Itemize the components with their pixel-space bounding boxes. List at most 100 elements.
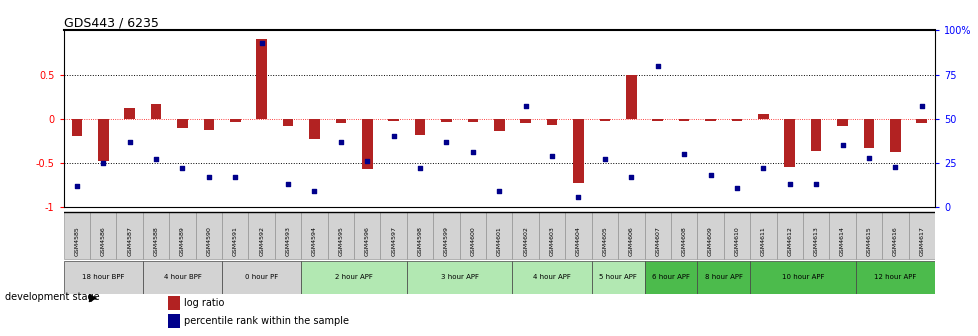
Bar — [696, 212, 723, 259]
Bar — [591, 212, 617, 259]
Text: 3 hour APF: 3 hour APF — [440, 275, 478, 281]
Bar — [467, 119, 477, 122]
Point — [781, 181, 797, 187]
Bar — [143, 261, 222, 294]
Bar — [915, 119, 926, 123]
Bar — [908, 212, 934, 259]
Bar — [836, 119, 847, 126]
Text: GSM4596: GSM4596 — [365, 226, 370, 256]
Point — [491, 189, 507, 194]
Bar — [256, 39, 267, 119]
Bar — [335, 119, 346, 123]
Text: GSM4585: GSM4585 — [74, 226, 79, 256]
Point — [623, 174, 639, 180]
Bar — [855, 212, 881, 259]
Bar — [599, 119, 609, 121]
Bar — [143, 212, 169, 259]
Bar — [64, 212, 90, 259]
Text: 8 hour APF: 8 hour APF — [704, 275, 742, 281]
Bar — [275, 212, 301, 259]
Bar — [407, 212, 433, 259]
Point — [517, 104, 533, 109]
Text: GSM4597: GSM4597 — [391, 226, 396, 256]
Bar — [151, 104, 161, 119]
Bar — [617, 212, 644, 259]
Text: ▶: ▶ — [89, 292, 98, 302]
Text: GSM4610: GSM4610 — [734, 226, 738, 256]
Bar — [625, 75, 636, 119]
Point — [544, 153, 559, 159]
Bar — [881, 212, 908, 259]
Point — [253, 40, 269, 45]
Text: GSM4609: GSM4609 — [707, 226, 712, 256]
Text: 10 hour APF: 10 hour APF — [780, 275, 823, 281]
Text: 5 hour APF: 5 hour APF — [599, 275, 637, 281]
Text: GSM4603: GSM4603 — [549, 226, 554, 256]
Text: GSM4601: GSM4601 — [496, 226, 502, 256]
Bar — [564, 212, 591, 259]
Point — [227, 174, 243, 180]
Bar — [222, 261, 301, 294]
Text: GSM4592: GSM4592 — [259, 226, 264, 256]
Bar — [511, 261, 591, 294]
Text: GSM4595: GSM4595 — [338, 226, 343, 256]
Bar — [828, 212, 855, 259]
Point — [702, 173, 718, 178]
Text: 4 hour APF: 4 hour APF — [533, 275, 570, 281]
Point — [333, 139, 348, 144]
Bar — [651, 119, 662, 121]
Bar — [723, 212, 749, 259]
Point — [148, 157, 163, 162]
Bar — [749, 261, 855, 294]
Bar — [196, 212, 222, 259]
Text: log ratio: log ratio — [184, 298, 224, 308]
Text: GSM4606: GSM4606 — [628, 226, 633, 256]
Text: GSM4615: GSM4615 — [866, 226, 870, 256]
Text: GSM4591: GSM4591 — [233, 226, 238, 256]
Bar — [749, 212, 776, 259]
Point — [755, 166, 771, 171]
Point — [887, 164, 903, 169]
Bar — [124, 108, 135, 119]
Bar — [283, 119, 293, 126]
Bar — [168, 314, 179, 328]
Bar — [168, 296, 179, 310]
Text: development stage: development stage — [5, 292, 100, 302]
Point — [121, 139, 137, 144]
Bar — [644, 261, 696, 294]
Bar — [678, 119, 689, 121]
Bar — [415, 119, 424, 135]
Bar — [644, 212, 670, 259]
Text: GSM4602: GSM4602 — [522, 226, 528, 256]
Point — [359, 159, 375, 164]
Bar — [731, 119, 741, 121]
Bar — [776, 212, 802, 259]
Text: 6 hour APF: 6 hour APF — [651, 275, 689, 281]
Point — [385, 134, 401, 139]
Text: GSM4600: GSM4600 — [469, 226, 475, 256]
Text: GSM4598: GSM4598 — [418, 226, 422, 256]
Text: GSM4587: GSM4587 — [127, 226, 132, 256]
Point — [174, 166, 190, 171]
Bar — [309, 119, 320, 139]
Point — [676, 152, 691, 157]
Bar — [98, 119, 109, 161]
Text: 18 hour BPF: 18 hour BPF — [82, 275, 124, 281]
Point — [729, 185, 744, 191]
Bar — [704, 119, 715, 121]
Text: GSM4604: GSM4604 — [575, 226, 580, 256]
Text: GDS443 / 6235: GDS443 / 6235 — [64, 16, 158, 29]
Text: 4 hour BPF: 4 hour BPF — [163, 275, 201, 281]
Bar — [855, 261, 934, 294]
Bar — [494, 119, 504, 131]
Point — [438, 139, 454, 144]
Text: GSM4611: GSM4611 — [760, 226, 765, 256]
Bar — [520, 119, 530, 123]
Point — [280, 181, 295, 187]
Bar — [757, 114, 768, 119]
Point — [68, 183, 84, 189]
Text: GSM4590: GSM4590 — [206, 226, 211, 256]
Bar — [538, 212, 564, 259]
Text: GSM4599: GSM4599 — [444, 226, 449, 256]
Bar — [511, 212, 538, 259]
